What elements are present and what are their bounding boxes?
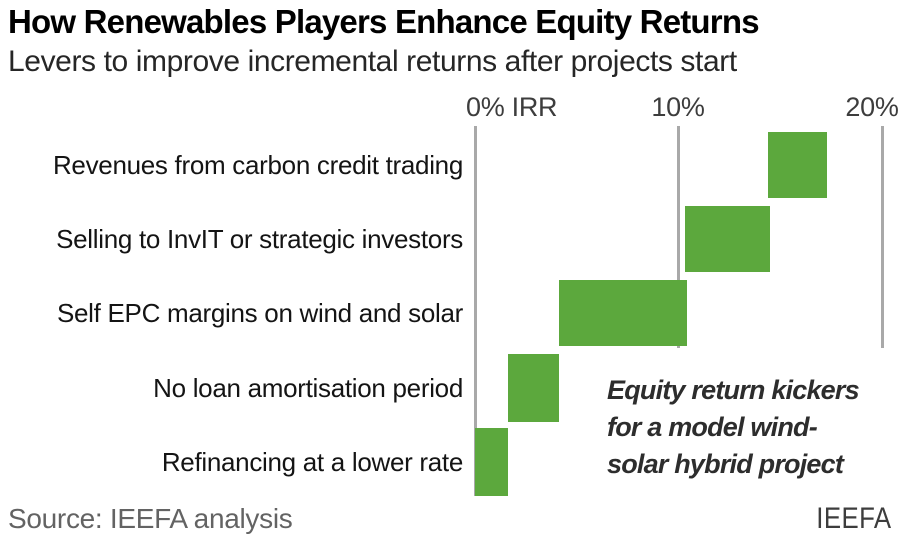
x-tick-label-10pct: 10% (651, 92, 705, 122)
waterfall-bar (559, 280, 687, 346)
category-label: Self EPC margins on wind and solar (56, 297, 463, 328)
x-tick-label-0pct: 0% IRR (466, 92, 558, 122)
waterfall-bar (684, 206, 771, 272)
waterfall-bar (768, 132, 828, 198)
category-label: Selling to InvIT or strategic investors (56, 223, 463, 254)
waterfall-bar (507, 354, 560, 422)
chart-subtitle: Levers to improve incremental returns af… (8, 45, 737, 78)
category-label: Revenues from carbon credit trading (52, 149, 463, 180)
chart-title: How Renewables Players Enhance Equity Re… (8, 3, 760, 40)
gridline-20pct (880, 126, 884, 348)
category-label: Refinancing at a lower rate (161, 446, 463, 477)
gridline-0pct (473, 126, 477, 496)
waterfall-bar (475, 428, 508, 496)
gridline-10pct (677, 126, 680, 348)
x-tick-label-20pct: 20% (845, 92, 899, 122)
ieefa-logo: IEEFA (816, 502, 892, 535)
chart-annotation: Equity return kickers for a model wind- … (607, 375, 860, 479)
category-label: No loan amortisation period (153, 372, 463, 403)
source-credit: Source: IEEFA analysis (8, 503, 293, 534)
